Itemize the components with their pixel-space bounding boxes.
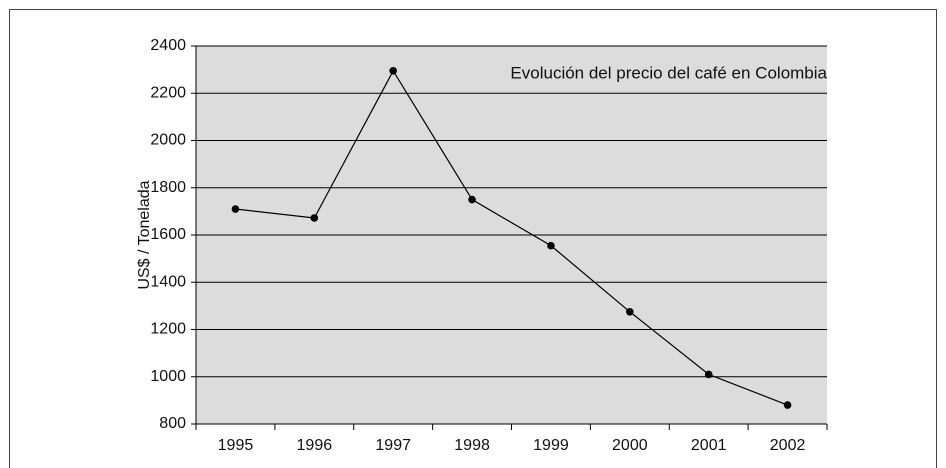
x-tick-label: 2000 — [612, 437, 648, 454]
plot — [191, 45, 828, 430]
point — [704, 370, 713, 379]
y-tick-label: 2000 — [150, 132, 186, 149]
x-tick-label: 1996 — [297, 437, 333, 454]
point — [310, 214, 319, 222]
x-tick-label: 2002 — [770, 437, 806, 454]
frame — [9, 9, 937, 468]
y-tick-label: 2200 — [150, 84, 186, 101]
y-tick-label: 1600 — [150, 226, 186, 243]
chart-title: Evolución del precio del café en Colombi… — [510, 63, 827, 82]
point — [783, 401, 792, 409]
point — [626, 307, 634, 316]
point — [468, 195, 476, 204]
line — [235, 69, 788, 406]
y-axis-label: US$ / Tonelada — [136, 180, 153, 289]
point — [389, 67, 397, 75]
x-tick-label: 2001 — [691, 437, 727, 454]
x-tick-label: 1995 — [218, 437, 254, 454]
y-tick-label: 1800 — [150, 179, 186, 196]
y-tick-label: 1000 — [150, 368, 186, 385]
y-tick-label: 2400 — [150, 37, 186, 54]
point — [547, 241, 555, 250]
x-tick-label: 1999 — [533, 437, 569, 454]
point — [231, 205, 240, 213]
x-tick-label: 1998 — [454, 437, 490, 454]
x-tick-label: 1997 — [375, 437, 411, 454]
y-tick-label: 1200 — [150, 321, 186, 338]
y-tick-label: 1400 — [150, 273, 186, 290]
y-tick-label: 800 — [159, 415, 186, 432]
